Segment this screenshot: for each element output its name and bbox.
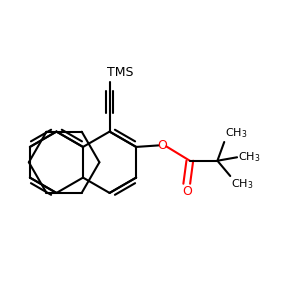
Text: O: O [182,185,192,198]
Text: CH$_3$: CH$_3$ [238,150,260,164]
Text: CH$_3$: CH$_3$ [231,178,254,191]
Text: O: O [157,139,167,152]
Text: TMS: TMS [106,66,133,79]
Text: CH$_3$: CH$_3$ [225,127,248,140]
